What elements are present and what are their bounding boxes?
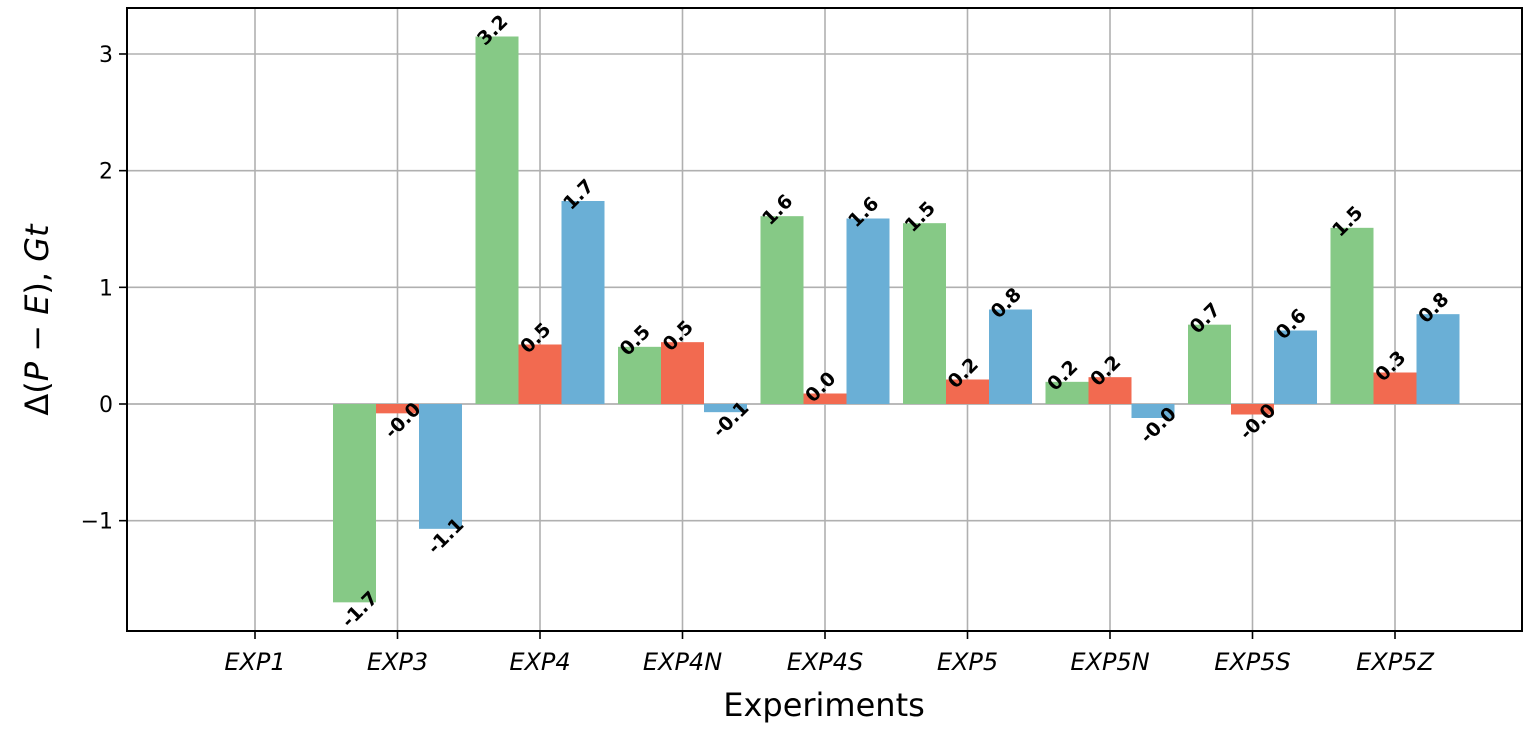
bar: [618, 346, 661, 404]
y-tick-label: 2: [99, 160, 113, 185]
bar: [1231, 404, 1274, 415]
y-title-gt: Gt: [18, 223, 56, 262]
bar: [1045, 381, 1089, 404]
y-axis-title: Δ(P − E), Gt: [18, 223, 56, 416]
bar: [518, 344, 562, 404]
x-axis-ticks: EXP1 EXP3 EXP4 EXP4N EXP4S EXP5 EXP5N EXP5S EXP5…: [224, 631, 1434, 676]
bar: [661, 342, 704, 404]
y-title-e: E: [18, 294, 56, 315]
bar: [1188, 324, 1231, 404]
bar: [803, 393, 847, 404]
y-tick-label: 1: [99, 276, 113, 301]
x-tick-label: EXP4: [509, 648, 570, 676]
bar: [704, 404, 747, 413]
bar: [376, 404, 419, 414]
y-title-minus: −: [18, 315, 56, 362]
bar: [903, 223, 946, 404]
y-title-p: P: [18, 361, 56, 381]
bar: [760, 216, 804, 404]
x-tick-label: EXP5S: [1214, 648, 1291, 676]
bar: [1373, 372, 1417, 404]
bar: [1274, 330, 1317, 404]
bar: [1088, 377, 1132, 404]
bar: [475, 36, 519, 404]
grid-lines: [127, 8, 1522, 631]
bars-layer: [333, 36, 1460, 603]
x-tick-label: EXP1: [224, 648, 285, 676]
bar: [419, 404, 462, 529]
x-tick-label: EXP4N: [643, 648, 722, 676]
bar: [561, 200, 605, 404]
x-axis-title: Experiments: [723, 686, 925, 724]
y-title-prefix: Δ(: [18, 381, 56, 415]
y-tick-label: 0: [99, 393, 113, 418]
x-tick-label: EXP5Z: [1356, 648, 1434, 676]
bar: [1330, 227, 1374, 404]
x-tick-label: EXP3: [367, 648, 428, 676]
bar: [846, 218, 890, 404]
bar: [946, 379, 989, 404]
x-tick-label: EXP5: [937, 648, 998, 676]
y-tick-label: −1: [81, 510, 113, 535]
y-tick-label: 3: [99, 43, 113, 68]
x-tick-label: EXP4S: [787, 648, 864, 676]
bar: [989, 309, 1032, 404]
y-title-mid: ),: [18, 262, 56, 295]
x-tick-label: EXP5N: [1070, 648, 1149, 676]
y-axis-ticks: −1 0 1 2 3: [81, 43, 127, 535]
bar: [333, 404, 376, 603]
bar: [1131, 404, 1175, 419]
bar: [1416, 314, 1460, 404]
